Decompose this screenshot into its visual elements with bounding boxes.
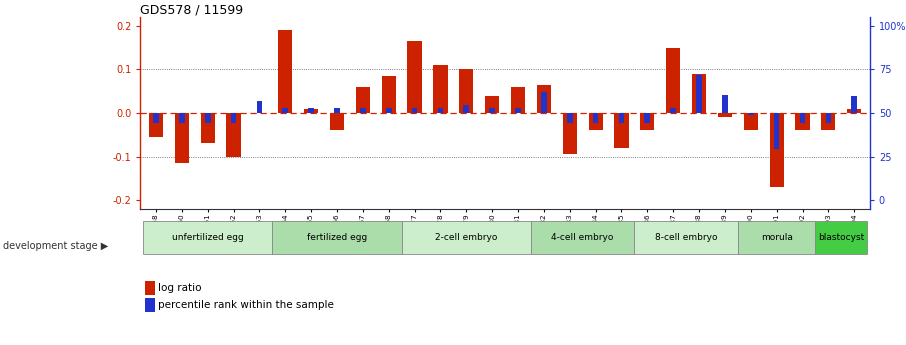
- Bar: [464, 105, 469, 113]
- Bar: [408, 41, 421, 113]
- Bar: [511, 87, 525, 113]
- Text: 4-cell embryo: 4-cell embryo: [552, 233, 614, 242]
- Bar: [769, 113, 784, 187]
- Bar: [304, 109, 318, 113]
- Bar: [593, 113, 599, 122]
- Bar: [175, 113, 189, 163]
- Bar: [696, 75, 702, 113]
- Bar: [231, 113, 236, 122]
- Bar: [149, 113, 163, 137]
- Bar: [330, 113, 344, 130]
- Bar: [541, 92, 546, 113]
- Bar: [852, 97, 857, 113]
- FancyBboxPatch shape: [634, 220, 737, 254]
- Bar: [179, 113, 185, 122]
- FancyBboxPatch shape: [737, 220, 815, 254]
- FancyBboxPatch shape: [143, 220, 273, 254]
- Bar: [438, 108, 443, 113]
- Bar: [748, 113, 754, 115]
- Text: development stage ▶: development stage ▶: [3, 241, 108, 250]
- Bar: [589, 113, 602, 130]
- Bar: [644, 113, 651, 122]
- Bar: [722, 95, 728, 113]
- Bar: [256, 101, 262, 113]
- Bar: [795, 113, 810, 130]
- Bar: [334, 108, 340, 113]
- Bar: [360, 108, 366, 113]
- Bar: [205, 113, 210, 122]
- Bar: [670, 108, 676, 113]
- Bar: [800, 113, 805, 122]
- Text: 8-cell embryo: 8-cell embryo: [655, 233, 718, 242]
- Bar: [153, 113, 159, 122]
- Text: unfertilized egg: unfertilized egg: [172, 233, 244, 242]
- Text: morula: morula: [761, 233, 793, 242]
- Bar: [563, 113, 577, 154]
- Bar: [200, 113, 215, 144]
- FancyBboxPatch shape: [401, 220, 531, 254]
- Bar: [614, 113, 629, 148]
- Bar: [433, 65, 448, 113]
- Bar: [386, 108, 391, 113]
- Bar: [356, 87, 370, 113]
- Bar: [666, 48, 680, 113]
- Bar: [718, 113, 732, 117]
- Bar: [619, 113, 624, 122]
- FancyBboxPatch shape: [273, 220, 401, 254]
- Text: fertilized egg: fertilized egg: [307, 233, 367, 242]
- Bar: [536, 85, 551, 113]
- Text: GDS578 / 11599: GDS578 / 11599: [140, 3, 244, 16]
- Bar: [744, 113, 758, 130]
- Bar: [821, 113, 835, 130]
- Bar: [381, 76, 396, 113]
- Bar: [308, 108, 314, 113]
- Bar: [567, 113, 573, 122]
- Text: log ratio: log ratio: [158, 283, 201, 293]
- Text: percentile rank within the sample: percentile rank within the sample: [158, 300, 333, 310]
- Bar: [774, 113, 779, 149]
- Bar: [459, 69, 474, 113]
- Bar: [489, 108, 495, 113]
- Bar: [641, 113, 654, 130]
- Bar: [516, 108, 521, 113]
- Bar: [847, 109, 862, 113]
- Bar: [283, 108, 288, 113]
- FancyBboxPatch shape: [531, 220, 634, 254]
- Bar: [226, 113, 241, 157]
- Bar: [411, 108, 418, 113]
- Bar: [825, 113, 831, 122]
- Bar: [278, 30, 293, 113]
- Text: 2-cell embryo: 2-cell embryo: [435, 233, 497, 242]
- Bar: [692, 74, 706, 113]
- Text: blastocyst: blastocyst: [818, 233, 864, 242]
- FancyBboxPatch shape: [815, 220, 867, 254]
- Bar: [485, 96, 499, 113]
